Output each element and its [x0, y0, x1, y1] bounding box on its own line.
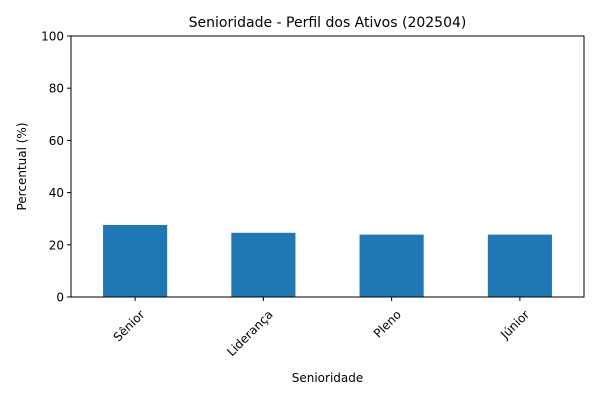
bar: [103, 224, 168, 297]
y-tick-label: 40: [49, 186, 64, 200]
x-tick-label: Júnior: [497, 307, 532, 342]
plot-frame: [70, 35, 585, 298]
chart-title: Senioridade - Perfil dos Ativos (202504): [189, 15, 467, 31]
bar: [231, 232, 296, 297]
y-tick-label: 80: [49, 82, 64, 96]
y-tick-label: 100: [41, 30, 64, 44]
bar: [359, 234, 424, 297]
x-axis-label: Senioridade: [292, 371, 364, 385]
y-tick-label: 20: [49, 238, 64, 252]
x-tick-label: Pleno: [371, 307, 404, 340]
x-tick-label: Sênior: [111, 307, 148, 344]
y-tick-label: 0: [56, 291, 64, 305]
bar: [487, 234, 552, 297]
y-tick-label: 60: [49, 134, 64, 148]
y-axis-label: Percentual (%): [15, 122, 29, 210]
plot-area: Sênior Liderança Pleno Júnior 0 20 40 60 80 100: [41, 30, 585, 359]
x-tick-label: Liderança: [224, 307, 276, 359]
